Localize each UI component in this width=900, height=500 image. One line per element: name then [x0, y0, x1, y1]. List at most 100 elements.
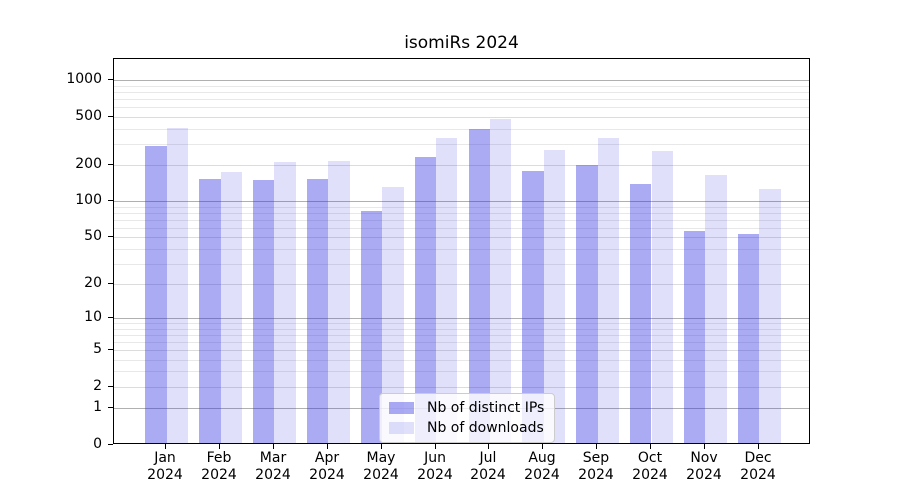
x-tick-label-jan: Jan 2024: [125, 450, 205, 484]
x-tick-month: Feb: [206, 450, 232, 466]
gridline-y-6: [114, 342, 809, 343]
bar-may-downloads: [382, 186, 404, 443]
y-tick-mark-0: [108, 444, 113, 445]
bar-oct-downloads: [651, 150, 673, 443]
y-tick-mark-20: [108, 283, 113, 284]
bar-apr-distinct-ips: [306, 179, 329, 443]
x-tick-mark-aug: [542, 444, 543, 449]
y-tick-mark-100: [108, 200, 113, 201]
x-tick-label-dec: Dec 2024: [718, 450, 798, 484]
x-tick-label-may: May 2024: [341, 450, 421, 484]
gridline-y-5: [114, 350, 809, 351]
bar-jun-distinct-ips: [414, 157, 436, 443]
x-tick-month: Mar: [259, 450, 287, 466]
x-tick-month: Jun: [424, 450, 446, 466]
y-tick-label-100: 100: [75, 192, 102, 208]
x-tick-label-sep: Sep 2024: [556, 450, 636, 484]
y-tick-label-500: 500: [75, 108, 102, 124]
x-tick-month: May: [366, 450, 396, 466]
bar-sep-downloads: [597, 138, 620, 443]
x-tick-mark-dec: [758, 444, 759, 449]
y-tick-mark-1: [108, 407, 113, 408]
bar-nov-downloads: [705, 175, 727, 443]
x-tick-mark-sep: [596, 444, 597, 449]
legend-label-distinct-ips: Nb of distinct IPs: [427, 400, 545, 416]
gridline-y-500: [114, 117, 809, 118]
gridline-y-7: [114, 335, 809, 336]
x-tick-label-nov: Nov 2024: [664, 450, 744, 484]
gridline-y-400: [114, 129, 809, 130]
gridline-y-300: [114, 144, 809, 145]
gridline-y-900: [114, 86, 809, 87]
bar-nov-distinct-ips: [684, 230, 706, 443]
x-tick-month: Jan: [154, 450, 176, 466]
y-tick-label-50: 50: [84, 228, 102, 244]
x-tick-year: 2024: [309, 467, 345, 483]
bar-mar-downloads: [274, 161, 296, 443]
bar-feb-downloads: [220, 172, 242, 443]
x-tick-year: 2024: [686, 467, 722, 483]
x-tick-label-mar: Mar 2024: [233, 450, 313, 484]
x-tick-mark-feb: [219, 444, 220, 449]
gridline-y-200: [114, 165, 809, 166]
bar-jun-downloads: [436, 138, 458, 443]
x-tick-mark-jul: [488, 444, 489, 449]
legend-row-downloads: Nb of downloads: [389, 420, 544, 436]
y-tick-label-0: 0: [93, 436, 102, 452]
x-tick-mark-mar: [273, 444, 274, 449]
gridline-y-9: [114, 323, 809, 324]
x-tick-label-jun: Jun 2024: [395, 450, 475, 484]
y-tick-label-20: 20: [84, 275, 102, 291]
x-tick-month: Jul: [479, 450, 497, 466]
bar-sep-distinct-ips: [576, 164, 598, 443]
x-tick-label-oct: Oct 2024: [610, 450, 690, 484]
x-tick-year: 2024: [363, 467, 399, 483]
x-tick-mark-may: [381, 444, 382, 449]
x-tick-year: 2024: [470, 467, 506, 483]
gridline-y-50: [114, 237, 809, 238]
bar-feb-distinct-ips: [199, 178, 221, 443]
y-tick-label-1000: 1000: [66, 71, 102, 87]
gridline-y-4: [114, 360, 809, 361]
x-tick-month: Oct: [637, 450, 663, 466]
x-tick-month: Nov: [690, 450, 718, 466]
chart-title: isomiRs 2024: [404, 33, 519, 53]
gridline-y-600: [114, 107, 809, 108]
gridline-y-10: [114, 318, 809, 319]
gridline-y-80: [114, 213, 809, 214]
gridline-y-1000: [114, 80, 809, 81]
x-tick-month: Aug: [528, 450, 556, 466]
gridline-y-800: [114, 92, 809, 93]
y-tick-mark-1000: [108, 79, 113, 80]
y-tick-label-200: 200: [75, 156, 102, 172]
x-tick-year: 2024: [147, 467, 183, 483]
y-tick-label-5: 5: [93, 341, 102, 357]
x-tick-label-aug: Aug 2024: [502, 450, 582, 484]
y-tick-label-1: 1: [93, 399, 102, 415]
gridline-y-3: [114, 371, 809, 372]
legend: Nb of distinct IPs Nb of downloads: [379, 393, 556, 443]
x-tick-label-apr: Apr 2024: [287, 450, 367, 484]
x-tick-month: Apr: [314, 450, 340, 466]
y-tick-mark-5: [108, 349, 113, 350]
x-tick-mark-apr: [327, 444, 328, 449]
x-tick-year: 2024: [578, 467, 614, 483]
x-tick-label-jul: Jul 2024: [448, 450, 528, 484]
bar-jul-distinct-ips: [468, 129, 490, 443]
bar-aug-distinct-ips: [522, 171, 544, 443]
bar-apr-downloads: [328, 161, 350, 443]
gridline-y-2: [114, 387, 809, 388]
bar-jan-downloads: [166, 127, 189, 443]
gridline-y-30: [114, 264, 809, 265]
x-tick-mark-oct: [650, 444, 651, 449]
bar-dec-distinct-ips: [737, 233, 760, 443]
y-tick-mark-500: [108, 116, 113, 117]
gridline-y-100: [114, 201, 809, 202]
y-tick-mark-50: [108, 236, 113, 237]
x-tick-year: 2024: [255, 467, 291, 483]
x-tick-year: 2024: [740, 467, 776, 483]
bar-jul-downloads: [489, 118, 512, 443]
bar-oct-distinct-ips: [630, 184, 652, 443]
bar-may-distinct-ips: [360, 211, 383, 443]
